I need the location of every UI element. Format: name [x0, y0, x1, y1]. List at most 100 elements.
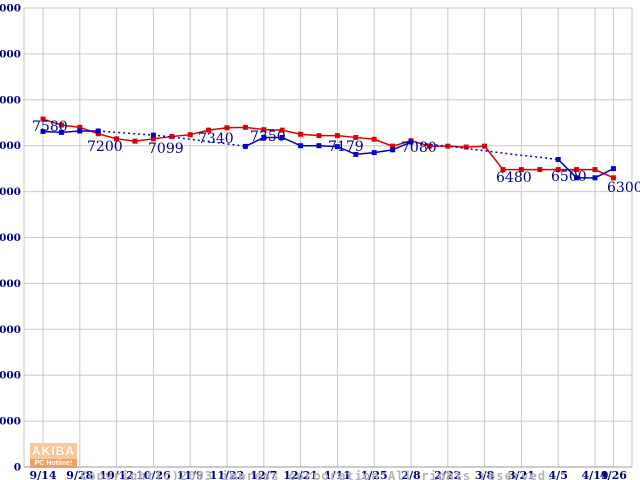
blue-price-line-marker: [261, 134, 267, 140]
red-price-line-marker: [279, 127, 285, 133]
price-label-7080: 7080: [401, 140, 437, 156]
red-price-line-marker: [445, 143, 451, 149]
blue-price-line-marker: [334, 144, 340, 150]
blue-price-line-marker: [150, 132, 156, 138]
price-label-7099: 7099: [148, 141, 184, 157]
red-price-line-marker: [298, 131, 304, 137]
y-tick-label: 10000: [0, 3, 21, 15]
red-price-line-marker: [353, 134, 359, 140]
red-price-line-marker: [371, 136, 377, 142]
red-price-line-marker: [95, 131, 101, 137]
x-tick-label: 12/21: [283, 469, 318, 480]
y-tick-label: 7000: [0, 140, 21, 152]
series-red-price-line: [40, 116, 616, 181]
blue-price-line-marker: [242, 143, 248, 149]
y-tick-label: 6000: [0, 186, 21, 198]
red-price-line-marker: [169, 134, 175, 140]
x-tick-label: 2/8: [401, 469, 421, 480]
red-price-line-marker: [187, 132, 193, 138]
series-blue-price-line: [40, 128, 616, 181]
x-tick-label: 2/22: [434, 469, 461, 480]
blue-price-line-solid-segment: [557, 158, 614, 179]
red-price-line-marker: [426, 143, 432, 149]
red-price-line-marker: [77, 124, 83, 130]
blue-price-line-marker: [353, 151, 359, 157]
red-price-line-marker: [58, 122, 64, 128]
x-tick-label: 11/9: [177, 469, 204, 480]
price-label-7179: 7179: [328, 139, 364, 155]
x-tick-label: 10/26: [136, 469, 171, 480]
price-label-7350: 7350: [250, 129, 286, 145]
y-tick-label: 4000: [0, 278, 21, 290]
red-price-line-marker: [132, 138, 138, 144]
blue-price-line-marker: [592, 175, 598, 181]
red-price-line-marker: [518, 167, 524, 173]
price-label-6300: 6300: [607, 180, 640, 196]
x-tick-label: 9/14: [30, 469, 57, 480]
price-label-7580: 7580: [32, 119, 68, 135]
x-tick-label: 3/21: [508, 469, 535, 480]
blue-price-line-solid-segment: [245, 136, 412, 156]
x-tick-label: 4/5: [549, 469, 568, 480]
y-axis-labels: 0 1000 2000 3000 4000 5000 6000 7000 8000 9000 100…: [0, 3, 21, 474]
y-tick-label: 1000: [0, 416, 21, 428]
price-label-7200: 7200: [87, 139, 123, 155]
blue-price-line-solid-segment: [42, 130, 99, 134]
y-tick-label: 3000: [0, 324, 21, 336]
red-price-line-marker: [206, 127, 212, 133]
blue-price-line-marker: [298, 143, 304, 149]
red-price-line-marker: [242, 124, 248, 130]
price-label-6500: 6500: [551, 169, 587, 185]
y-tick-label: 9000: [0, 48, 21, 60]
x-tick-label: 1/11: [324, 469, 351, 480]
red-price-line-marker: [390, 143, 396, 149]
blue-price-line-marker: [555, 156, 561, 162]
price-label-7340: 7340: [198, 131, 234, 147]
x-tick-label: 1/25: [361, 469, 388, 480]
red-price-line-solid-segment: [42, 118, 614, 179]
red-price-line-marker: [224, 125, 230, 131]
red-price-line-marker: [150, 136, 156, 142]
x-tick-label: 9/28: [66, 469, 93, 480]
y-tick-label: 2000: [0, 370, 21, 382]
blue-price-line-marker: [574, 175, 580, 181]
y-tick-label: 0: [14, 462, 21, 474]
price-label-6480: 6480: [496, 170, 532, 186]
y-tick-label: 8000: [0, 94, 21, 106]
red-price-line-marker: [574, 167, 580, 173]
red-price-line-marker: [261, 127, 267, 133]
red-price-line-marker: [40, 116, 46, 122]
blue-price-line-marker: [40, 128, 46, 134]
red-price-line-marker: [334, 133, 340, 139]
akiba-pc-hotline-logo: AKIBA PC Hotline!: [30, 443, 77, 468]
logo-pc-hotline-text: PC Hotline!: [30, 459, 77, 468]
red-price-line-marker: [316, 133, 322, 139]
copyright-notice: Copyright(c)2003 impress corporation All…: [80, 443, 555, 480]
blue-price-line-marker: [408, 139, 414, 145]
blue-price-line-marker: [95, 128, 101, 134]
red-price-line-marker: [482, 143, 488, 149]
x-tick-label: 11/22: [210, 469, 245, 480]
logo-akiba-text: AKIBA: [32, 444, 75, 458]
copyright-line1: Copyright(c)2003 impress corporation All…: [80, 469, 555, 480]
y-tick-label: 5000: [0, 232, 21, 244]
blue-price-line-marker: [316, 143, 322, 149]
price-annotations: 7580 7200 7099 7340 7350 7179 7080 6480 6500 6300: [32, 119, 640, 196]
blue-price-line-marker: [77, 128, 83, 134]
red-price-line-marker: [500, 167, 506, 173]
blue-price-line-marker: [371, 150, 377, 156]
x-tick-label: 12/7: [250, 469, 277, 480]
red-price-line-marker: [610, 175, 616, 181]
x-tick-label: 4/26: [600, 469, 627, 480]
red-price-line-marker: [463, 144, 469, 150]
blue-price-line-marker: [279, 134, 285, 140]
red-price-line-marker: [555, 167, 561, 173]
blue-price-line-marker: [58, 129, 64, 135]
red-price-line-marker: [114, 136, 120, 142]
blue-price-line-marker: [390, 147, 396, 153]
gridlines: [23, 7, 633, 468]
x-tick-label: 4/19: [582, 469, 609, 480]
blue-price-line-marker: [610, 166, 616, 172]
